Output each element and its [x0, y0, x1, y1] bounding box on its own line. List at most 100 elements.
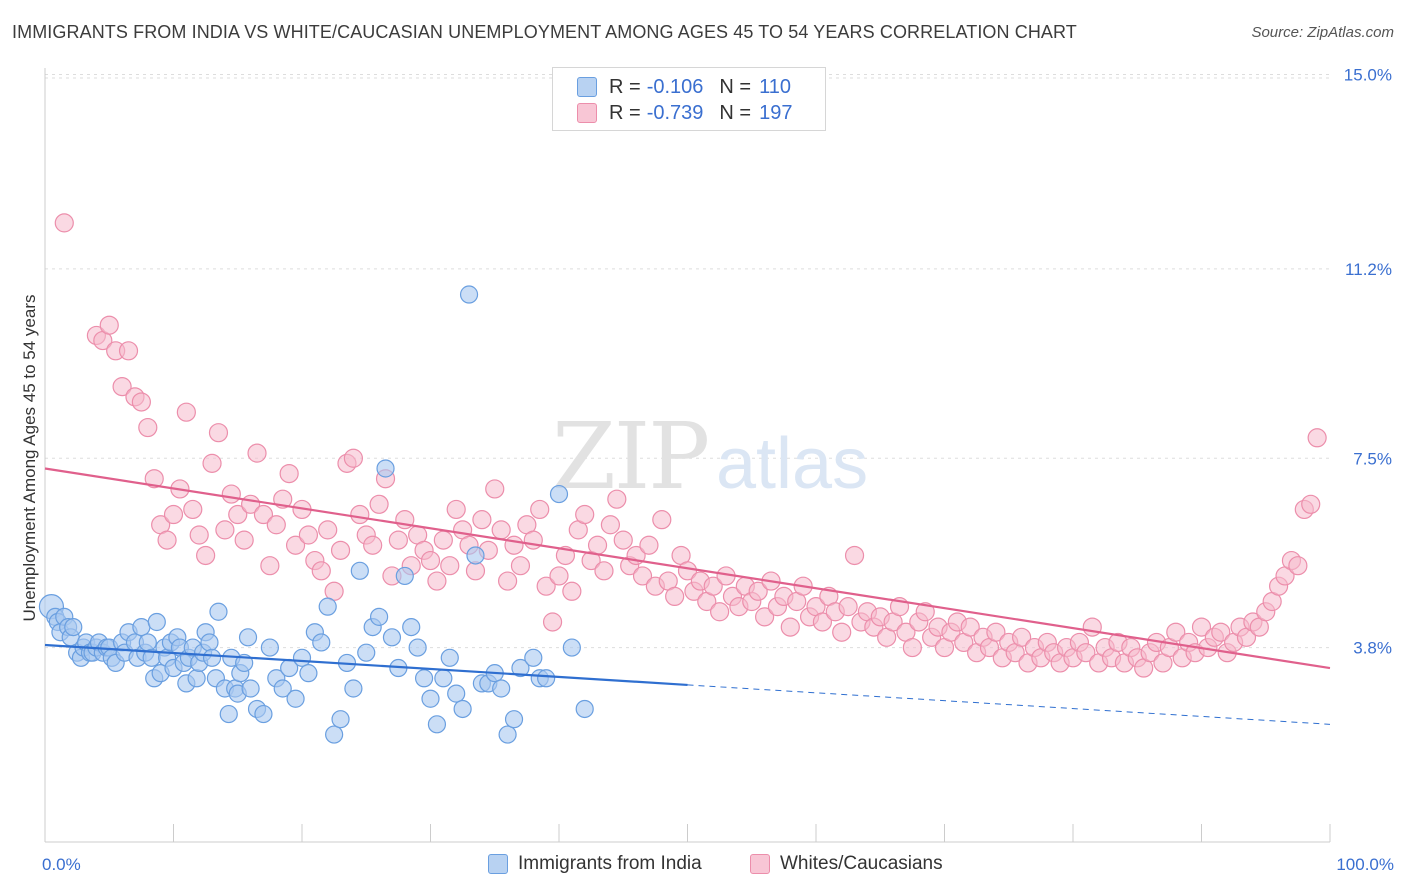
point-india — [132, 617, 151, 637]
point-whites — [665, 586, 685, 607]
point-whites — [157, 530, 177, 550]
series-whites-caucasians — [54, 213, 1327, 678]
point-whites — [234, 530, 254, 550]
point-whites — [427, 571, 447, 591]
point-whites — [208, 423, 229, 443]
point-india — [286, 689, 305, 708]
point-whites — [369, 494, 389, 514]
point-india — [537, 669, 556, 688]
point-india — [421, 689, 440, 708]
point-whites — [639, 535, 659, 555]
point-whites — [54, 213, 74, 233]
point-india — [466, 546, 485, 565]
point-whites — [298, 525, 319, 545]
trend-line-whites — [44, 467, 1331, 670]
point-whites — [510, 556, 531, 576]
point-whites — [215, 520, 235, 540]
point-whites — [1011, 627, 1032, 647]
point-whites — [202, 453, 222, 473]
point-whites — [472, 510, 492, 530]
point-whites — [710, 602, 730, 622]
point-whites — [600, 515, 621, 535]
point-whites — [754, 607, 775, 627]
point-whites — [330, 540, 351, 560]
point-whites — [607, 489, 627, 509]
y-tick-label: 7.5% — [1353, 449, 1392, 468]
point-whites — [343, 448, 363, 468]
legend-row-india: R = -0.106 N = 110 — [577, 74, 807, 100]
point-whites — [902, 637, 922, 658]
point-india — [414, 669, 434, 688]
point-whites — [253, 504, 274, 525]
point-whites — [523, 530, 543, 550]
chart-title: IMMIGRANTS FROM INDIA VS WHITE/CAUCASIAN… — [12, 22, 1077, 42]
point-whites — [163, 504, 184, 525]
y-tick-label: 11.2% — [1345, 260, 1392, 279]
point-india — [64, 617, 83, 637]
point-whites — [112, 377, 132, 397]
bottom-legend-india: Immigrants from India — [488, 852, 702, 876]
bottom-legend-label-whites: Whites/Caucasians — [780, 853, 943, 874]
point-india — [241, 679, 260, 698]
point-india — [254, 704, 273, 724]
point-whites — [183, 499, 203, 520]
point-whites — [311, 561, 331, 581]
point-india — [219, 704, 238, 724]
point-whites — [350, 504, 370, 525]
point-whites — [228, 504, 248, 525]
point-whites — [780, 617, 800, 637]
legend-r-label: R = — [609, 101, 641, 124]
bottom-legend-swatch-whites — [750, 854, 770, 874]
point-whites — [613, 530, 633, 550]
point-india — [376, 459, 395, 478]
legend-n-value: 110 — [759, 75, 791, 98]
point-whites — [491, 520, 511, 540]
point-india — [562, 638, 581, 657]
point-india — [549, 484, 569, 504]
point-whites — [587, 535, 608, 555]
point-whites — [542, 612, 563, 632]
point-india — [138, 633, 157, 652]
point-india — [209, 602, 228, 621]
series-immigrants-india — [38, 285, 594, 744]
point-india — [447, 684, 466, 703]
point-whites — [812, 612, 833, 632]
point-whites — [144, 469, 164, 489]
point-india — [492, 679, 511, 698]
point-whites — [844, 545, 865, 566]
point-whites — [632, 566, 653, 586]
trend-lines — [44, 467, 1331, 725]
point-india — [357, 643, 376, 662]
point-india — [459, 285, 479, 304]
point-india — [440, 648, 459, 667]
legend-row-whites: R = -0.739 N = 197 — [577, 100, 808, 126]
point-whites — [530, 499, 550, 520]
bottom-legend-whites: Whites/Caucasians — [750, 852, 943, 876]
point-whites — [498, 571, 518, 591]
point-india — [318, 597, 337, 616]
point-india — [344, 679, 363, 698]
point-whites — [247, 443, 267, 463]
legend-r-value: -0.739 — [646, 101, 704, 124]
legend-n-label: N = — [719, 75, 752, 98]
point-whites — [388, 530, 408, 550]
point-whites — [266, 515, 286, 535]
point-whites — [575, 504, 595, 525]
point-india — [312, 633, 331, 652]
point-whites — [485, 479, 505, 499]
legend-r-value: -0.106 — [646, 75, 704, 98]
bottom-legend-label-india: Immigrants from India — [518, 853, 702, 874]
point-whites — [1076, 643, 1096, 663]
source-label: Source: ZipAtlas.com — [1251, 24, 1394, 41]
watermark: ZIP atlas — [552, 403, 868, 510]
legend-swatch-whites — [577, 103, 597, 123]
point-india — [273, 679, 292, 698]
point-india — [260, 638, 279, 657]
point-india — [427, 715, 447, 734]
watermark-atlas: atlas — [716, 424, 868, 504]
point-india — [402, 617, 421, 637]
point-india — [511, 658, 530, 678]
point-whites — [1191, 617, 1212, 637]
point-india — [498, 725, 517, 744]
